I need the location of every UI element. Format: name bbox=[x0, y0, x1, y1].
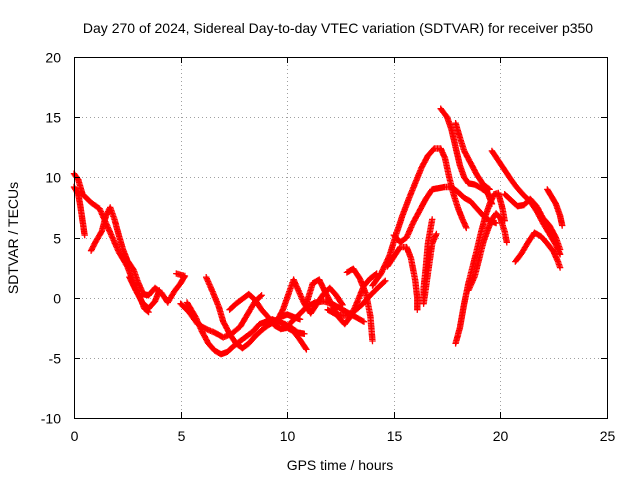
y-tick-label: 0 bbox=[53, 291, 61, 307]
series-track-s bbox=[437, 105, 496, 207]
series-track-h bbox=[177, 292, 265, 341]
series-track-d bbox=[139, 270, 189, 306]
chart-title: Day 270 of 2024, Sidereal Day-to-day VTE… bbox=[83, 20, 593, 36]
x-tick-labels: 0 5 10 15 20 25 bbox=[71, 428, 616, 444]
series-track-m bbox=[343, 265, 376, 345]
y-tick-label: -10 bbox=[41, 411, 61, 427]
x-tick-label: 25 bbox=[600, 428, 616, 444]
series-track-p bbox=[384, 243, 421, 313]
series-track-t bbox=[452, 120, 493, 193]
series-track-i bbox=[226, 290, 310, 353]
series-marks bbox=[343, 265, 376, 345]
series-marks bbox=[87, 204, 146, 295]
series-marks bbox=[512, 229, 564, 271]
x-tick-label: 20 bbox=[493, 428, 509, 444]
series-track-n bbox=[324, 277, 389, 319]
y-tick-label: 15 bbox=[45, 110, 61, 126]
series-marks bbox=[226, 290, 310, 353]
series-track-v bbox=[465, 210, 510, 294]
y-axis-title: SDTVAR / TECUs bbox=[5, 182, 21, 294]
y-tick-labels: -10 -5 0 5 10 15 20 bbox=[41, 50, 61, 427]
series-marks bbox=[177, 292, 265, 341]
series-marks bbox=[139, 270, 189, 306]
series-marks bbox=[420, 216, 440, 307]
x-tick-label: 15 bbox=[387, 428, 403, 444]
x-tick-label: 0 bbox=[71, 428, 79, 444]
series-marks bbox=[465, 210, 510, 294]
series-track-g bbox=[203, 274, 304, 352]
series-marks bbox=[384, 243, 421, 313]
series-marks bbox=[501, 191, 564, 253]
axis-ticks bbox=[74, 57, 608, 419]
series-track-e bbox=[126, 274, 163, 312]
y-tick-label: -5 bbox=[49, 351, 62, 367]
y-tick-label: 10 bbox=[45, 170, 61, 186]
series-track-z bbox=[544, 186, 566, 229]
x-tick-label: 5 bbox=[178, 428, 186, 444]
data-marks bbox=[70, 105, 566, 358]
series-marks bbox=[437, 105, 496, 207]
series-marks bbox=[126, 274, 163, 312]
x-tick-label: 10 bbox=[280, 428, 296, 444]
series-track-b bbox=[70, 183, 88, 239]
series-track-x bbox=[501, 191, 564, 253]
series-track-c bbox=[87, 204, 146, 295]
series-track-y bbox=[512, 229, 564, 271]
series-marks bbox=[452, 120, 493, 193]
series-track-r bbox=[420, 216, 440, 307]
series-marks bbox=[324, 277, 389, 319]
y-tick-label: 5 bbox=[53, 231, 61, 247]
grid bbox=[74, 57, 607, 418]
series-marks bbox=[544, 186, 566, 229]
series-marks bbox=[203, 274, 304, 352]
y-tick-label: 20 bbox=[45, 50, 61, 66]
series-marks bbox=[70, 183, 88, 239]
x-axis-title: GPS time / hours bbox=[287, 457, 394, 473]
